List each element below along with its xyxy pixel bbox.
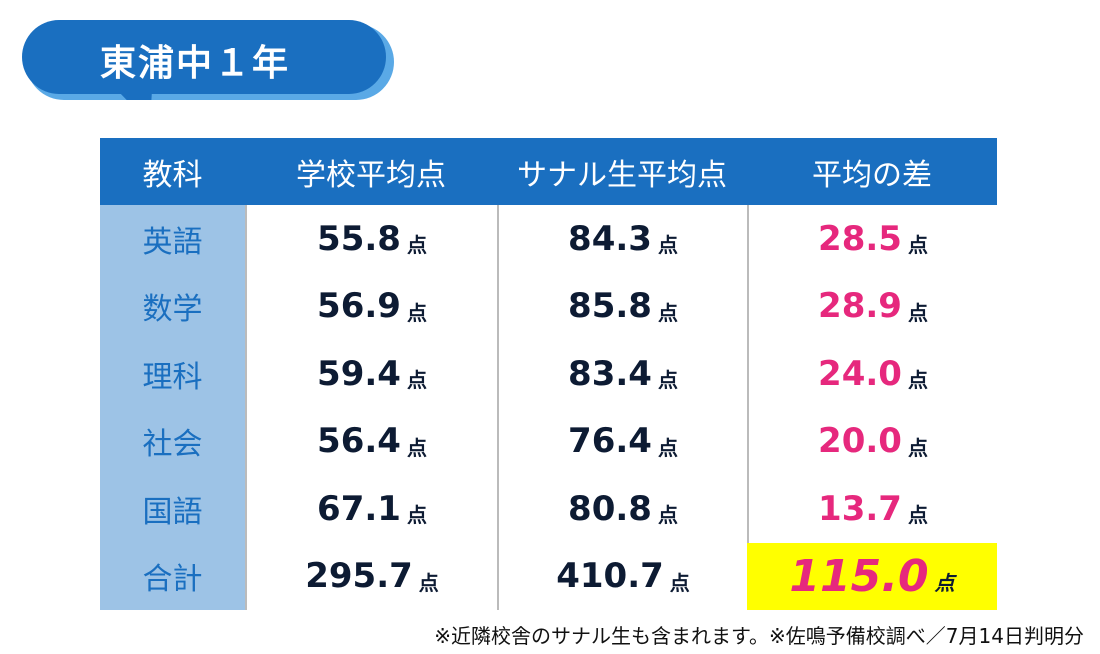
score-cell: 56.4 点	[245, 407, 497, 475]
score-cell: 85.8 点	[497, 272, 747, 340]
score: 20.0	[818, 421, 902, 462]
unit: 点	[934, 570, 955, 595]
score: 115.0	[789, 550, 929, 602]
footnote: ※近隣校舎のサナル生も含まれます。※佐鳴予備校調べ／7月14日判明分	[434, 624, 1084, 648]
unit: 点	[657, 368, 678, 393]
score: 28.9	[818, 286, 902, 327]
table: 教科 学校平均点 サナル生平均点 平均の差 英語 55.8 点 84.3 点 28.5 点数学 56.…	[100, 138, 997, 610]
score: 56.9	[317, 286, 401, 327]
score: 59.4	[317, 353, 401, 394]
unit: 点	[406, 368, 427, 393]
score: 85.8	[568, 286, 652, 327]
score-cell: 80.8 点	[497, 475, 747, 543]
score-cell: 56.9 点	[245, 272, 497, 340]
unit: 点	[907, 503, 928, 528]
score-cell: 24.0 点	[747, 340, 997, 408]
unit: 点	[907, 233, 928, 258]
score-cell: 295.7 点	[245, 542, 497, 610]
unit: 点	[406, 300, 427, 325]
unit: 点	[418, 570, 439, 595]
score-cell: 76.4 点	[497, 407, 747, 475]
unit: 点	[657, 300, 678, 325]
unit: 点	[406, 503, 427, 528]
score-cell: 59.4 点	[245, 340, 497, 408]
score: 56.4	[317, 421, 401, 462]
title: 東浦中１年	[100, 43, 291, 84]
score-cell: 410.7 点	[497, 542, 747, 610]
column-header: サナル生平均点	[497, 138, 747, 205]
subject: 合計	[100, 542, 245, 610]
score-cell: 55.8 点	[245, 205, 497, 273]
score-cell: 28.5 点	[747, 205, 997, 273]
unit: 点	[669, 570, 690, 595]
score-cell: 67.1 点	[245, 475, 497, 543]
score: 410.7	[556, 556, 664, 597]
unit: 点	[657, 435, 678, 460]
subject: 理科	[100, 340, 245, 408]
score: 55.8	[317, 218, 401, 259]
score: 80.8	[568, 488, 652, 529]
score: 13.7	[818, 488, 902, 529]
column-header: 平均の差	[747, 138, 997, 205]
score-cell: 13.7 点	[747, 475, 997, 543]
column-header: 学校平均点	[245, 138, 497, 205]
subject: 数学	[100, 272, 245, 340]
score-cell: 115.0 点	[747, 542, 997, 610]
unit: 点	[406, 233, 427, 258]
score: 67.1	[317, 488, 401, 529]
unit: 点	[907, 368, 928, 393]
unit: 点	[907, 300, 928, 325]
subject: 社会	[100, 407, 245, 475]
column-header: 教科	[100, 138, 245, 205]
score: 84.3	[568, 218, 652, 259]
unit: 点	[406, 435, 427, 460]
score-cell: 84.3 点	[497, 205, 747, 273]
score: 83.4	[568, 353, 652, 394]
score: 295.7	[305, 556, 413, 597]
subject: 英語	[100, 205, 245, 273]
unit: 点	[907, 435, 928, 460]
score: 28.5	[818, 218, 902, 259]
score: 24.0	[818, 353, 902, 394]
title-badge	[22, 20, 394, 100]
score-cell: 28.9 点	[747, 272, 997, 340]
unit: 点	[657, 503, 678, 528]
score-cell: 20.0 点	[747, 407, 997, 475]
unit: 点	[657, 233, 678, 258]
subject: 国語	[100, 475, 245, 543]
score-cell: 83.4 点	[497, 340, 747, 408]
score: 76.4	[568, 421, 652, 462]
